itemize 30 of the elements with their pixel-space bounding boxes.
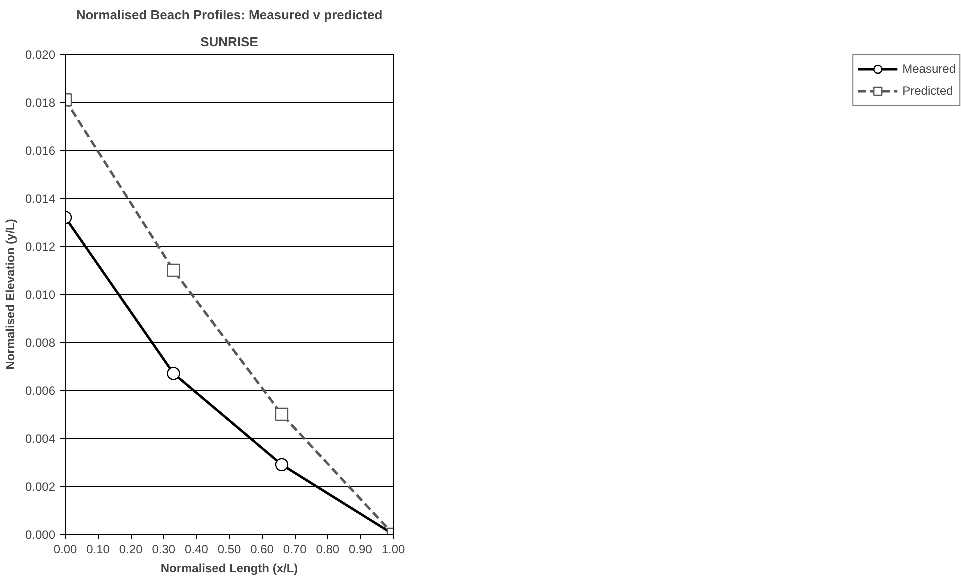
- x-tick-label: 0.20: [119, 542, 144, 556]
- y-tick-label: 0.006: [25, 384, 56, 398]
- y-tick-label: 0.020: [25, 48, 56, 62]
- legend-label: Predicted: [902, 84, 954, 98]
- chart-title: Normalised Beach Profiles: Measured v predicted: [76, 8, 383, 22]
- y-tick-label: 0.012: [25, 240, 56, 254]
- x-axis-title: Normalised Length (x/L): [160, 562, 298, 576]
- x-tick-label: 0.70: [283, 542, 308, 556]
- y-tick-label: 0.000: [25, 528, 56, 542]
- x-tick-label: 0.40: [185, 542, 209, 556]
- x-tick-label: 0.50: [218, 542, 242, 556]
- x-tick-label: 0.00: [54, 542, 78, 556]
- chart-subtitle: SUNRISE: [200, 34, 259, 50]
- point: [275, 408, 289, 422]
- x-tick-label: 0.60: [250, 542, 274, 556]
- x-tick-label: 1.00: [382, 542, 406, 556]
- y-tick-label: 0.016: [25, 144, 56, 158]
- y-tick-label: 0.002: [25, 480, 56, 494]
- x-tick-label: 0.10: [86, 542, 110, 556]
- y-axis-title: Normalised Elevation (y/L): [3, 219, 18, 370]
- x-tick-label: 0.80: [316, 542, 340, 556]
- y-tick-label: 0.018: [25, 96, 56, 110]
- x-tick-label: 0.30: [152, 542, 176, 556]
- y-tick-label: 0.004: [25, 432, 56, 446]
- y-tick-label: 0.008: [25, 336, 56, 350]
- y-tick-label: 0.014: [25, 192, 56, 206]
- y-tick-label: 0.010: [25, 288, 56, 302]
- point: [275, 458, 289, 472]
- legend-label: Measured: [902, 62, 956, 76]
- x-tick-label: 0.90: [349, 542, 373, 556]
